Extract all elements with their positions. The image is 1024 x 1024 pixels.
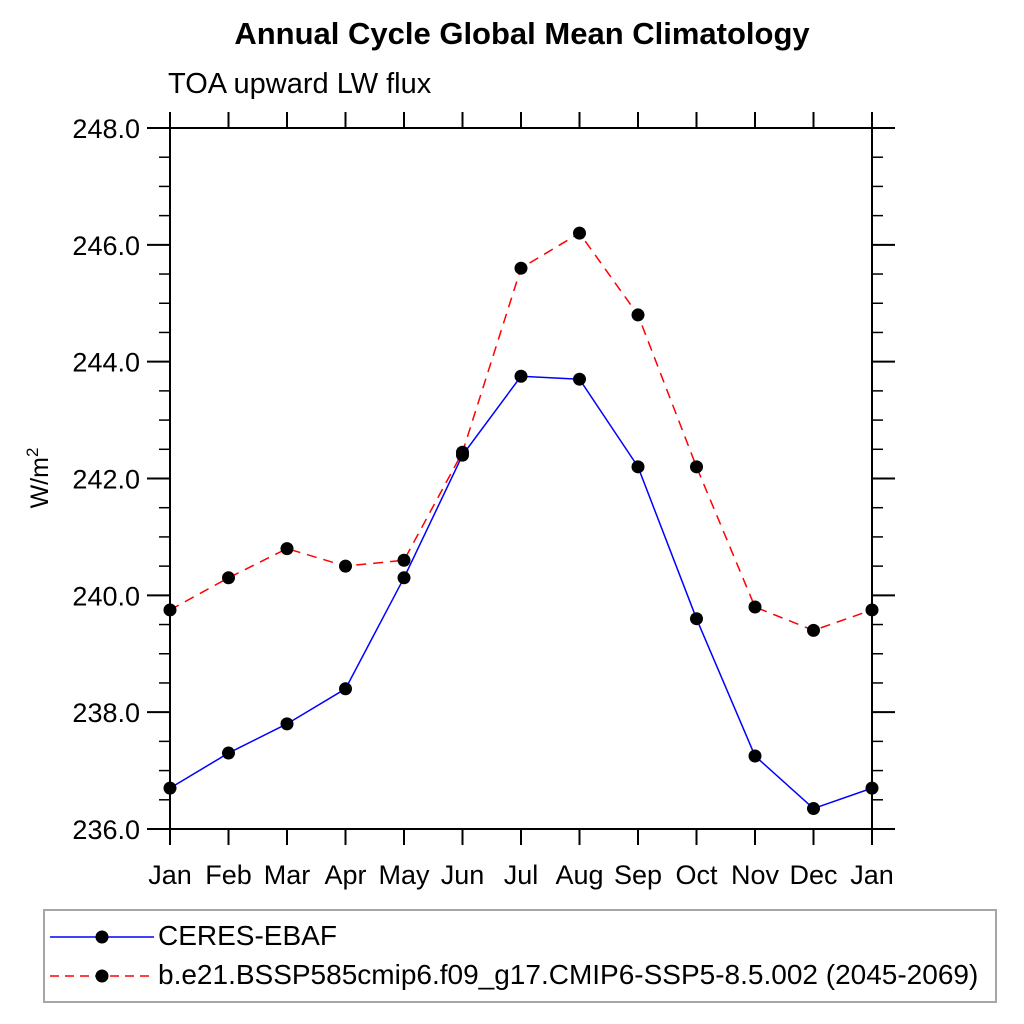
series-markers-0 — [163, 369, 879, 816]
x-tick-label: Apr — [324, 860, 366, 890]
y-axis-label: W/m2 — [23, 448, 54, 509]
x-tick-label: Jun — [441, 860, 485, 890]
series-line-1 — [169, 232, 873, 632]
axis-ticks — [147, 112, 895, 845]
x-axis-tick-labels: Jan Feb Mar Apr May Jun Jul Aug Sep Oct Nov Dec Jan — [148, 860, 894, 890]
x-tick-label: Jan — [148, 860, 192, 890]
x-tick-label: Mar — [264, 860, 311, 890]
x-tick-label: Dec — [789, 860, 837, 890]
legend-line-sample-ceres — [50, 930, 154, 943]
legend-line-sample-model — [50, 969, 154, 982]
x-tick-label: Nov — [731, 860, 780, 890]
legend-item-ceres: CERES-EBAF — [50, 920, 995, 953]
y-axis-tick-labels: 236.0 238.0 240.0 242.0 244.0 246.0 248.0 — [72, 114, 140, 845]
y-tick-label: 238.0 — [72, 698, 140, 728]
x-tick-label: Feb — [205, 860, 252, 890]
chart-subtitle: TOA upward LW flux — [168, 68, 432, 100]
legend: CERES-EBAF b.e21.BSSP585cmip6.f09_g17.CM… — [43, 909, 997, 1003]
chart-title: Annual Cycle Global Mean Climatology — [234, 16, 810, 51]
series-line-0 — [169, 375, 873, 810]
y-tick-label: 236.0 — [72, 815, 140, 845]
legend-label-ceres: CERES-EBAF — [158, 920, 337, 952]
legend-label-model: b.e21.BSSP585cmip6.f09_g17.CMIP6-SSP5-8.… — [158, 959, 979, 991]
x-tick-label: Oct — [675, 860, 718, 890]
y-tick-label: 244.0 — [72, 348, 140, 378]
y-tick-label: 246.0 — [72, 231, 140, 261]
axis-frame — [169, 127, 873, 830]
series-markers-1 — [163, 226, 879, 637]
x-tick-label: Jan — [850, 860, 894, 890]
y-tick-label: 240.0 — [72, 581, 140, 611]
x-tick-label: Jul — [504, 860, 539, 890]
x-tick-label: May — [378, 860, 430, 890]
y-tick-label: 242.0 — [72, 465, 140, 495]
legend-item-model: b.e21.BSSP585cmip6.f09_g17.CMIP6-SSP5-8.… — [50, 959, 995, 992]
y-tick-label: 248.0 — [72, 114, 140, 144]
x-tick-label: Aug — [555, 860, 603, 890]
x-tick-label: Sep — [614, 860, 662, 890]
